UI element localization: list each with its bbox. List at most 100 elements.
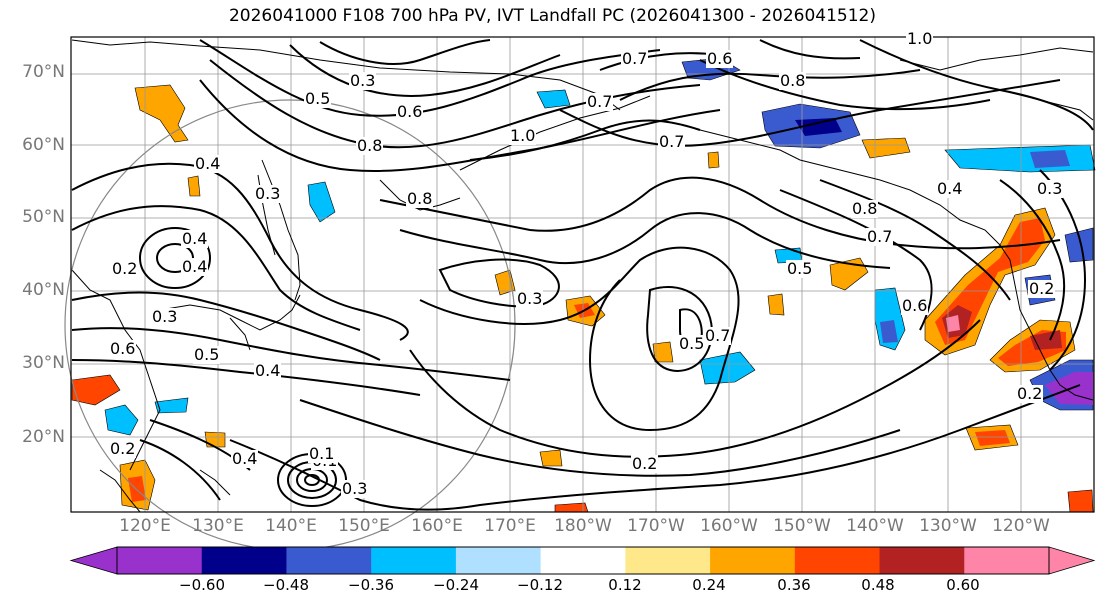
contour-label: 0.7 bbox=[866, 227, 894, 246]
colorbar-extend-high bbox=[1048, 546, 1096, 575]
anomaly-patch bbox=[71, 374, 121, 406]
lat-label-40: 40°N bbox=[22, 280, 65, 300]
contour-label: 1.0 bbox=[906, 29, 934, 48]
colorbar-segment bbox=[117, 547, 203, 574]
contour-label: 0.6 bbox=[109, 339, 137, 358]
colorbar-tick-label: 0.24 bbox=[692, 576, 726, 594]
contour-label: 0.4 bbox=[194, 154, 222, 173]
colorbar-segment bbox=[710, 547, 796, 574]
anomaly-patch bbox=[187, 175, 201, 197]
anomaly-patch bbox=[536, 89, 571, 109]
anomaly-patch bbox=[1030, 150, 1070, 168]
contour-label: 0.5 bbox=[678, 334, 706, 353]
colorbar-segment bbox=[625, 547, 711, 574]
anomaly-patch bbox=[128, 476, 146, 502]
anomaly-patch bbox=[204, 431, 226, 448]
colorbar-tick-label: −0.12 bbox=[517, 576, 563, 594]
colorbar-tick-label: 0.36 bbox=[777, 576, 811, 594]
anomaly-patch bbox=[1064, 227, 1094, 263]
colorbar-tick-label: 0.48 bbox=[861, 576, 895, 594]
contour-label: 0.2 bbox=[631, 454, 659, 473]
anomaly-patch bbox=[307, 181, 336, 223]
contour-label: 0.8 bbox=[851, 199, 879, 218]
colorbar-tick-label: −0.48 bbox=[263, 576, 309, 594]
contour-label: 0.2 bbox=[109, 439, 137, 458]
contour-label: 0.3 bbox=[151, 307, 179, 326]
colorbar-extend-low bbox=[69, 546, 118, 575]
anomaly-patch bbox=[861, 137, 911, 159]
contour-label: 0.8 bbox=[406, 189, 434, 208]
contour-label: 0.3 bbox=[254, 184, 282, 203]
colorbar-segment bbox=[540, 547, 626, 574]
contour-label: 0.7 bbox=[704, 326, 732, 345]
lat-label-50: 50°N bbox=[22, 207, 65, 227]
contour-label: 0.6 bbox=[396, 102, 424, 121]
colorbar-segment bbox=[371, 547, 457, 574]
colorbar-tick-label: −0.24 bbox=[433, 576, 479, 594]
anomaly-patch bbox=[767, 293, 785, 316]
anomaly-patch bbox=[652, 341, 674, 363]
colorbar-segment bbox=[794, 547, 881, 574]
lon-label-140w: 140°W bbox=[846, 516, 904, 536]
lon-label-120w: 120°W bbox=[992, 516, 1050, 536]
contour-label: 0.2 bbox=[1016, 384, 1044, 403]
colorbar-tick-label: 0.60 bbox=[946, 576, 980, 594]
lon-label-160e: 160°E bbox=[411, 516, 463, 536]
contour-label: 0.7 bbox=[586, 92, 614, 111]
lon-label-120e: 120°E bbox=[119, 516, 171, 536]
lon-label-160w: 160°W bbox=[700, 516, 758, 536]
contour-label: 0.3 bbox=[349, 71, 377, 90]
contour-label: 0.5 bbox=[304, 89, 332, 108]
anomaly-patch bbox=[795, 118, 842, 136]
contour-label: 0.3 bbox=[1036, 179, 1064, 198]
anomaly-patch bbox=[699, 351, 756, 385]
contour-label: 0.2 bbox=[111, 259, 139, 278]
contour-label: 0.5 bbox=[786, 259, 814, 278]
lon-label-130w: 130°W bbox=[919, 516, 977, 536]
lon-label-130e: 130°E bbox=[192, 516, 244, 536]
anomaly-patch bbox=[539, 449, 563, 467]
pv-anomaly-fills bbox=[71, 57, 1096, 513]
lon-label-140e: 140°E bbox=[265, 516, 317, 536]
anomaly-patch bbox=[134, 84, 189, 143]
anomaly-patch bbox=[707, 151, 720, 169]
contour-label: 0.1 bbox=[308, 444, 336, 463]
colorbar-segment bbox=[286, 547, 372, 574]
lon-label-150e: 150°E bbox=[338, 516, 390, 536]
anomaly-patch bbox=[946, 315, 960, 332]
colorbar-segment bbox=[879, 547, 965, 574]
contour-label: 0.3 bbox=[516, 289, 544, 308]
contour-label: 0.4 bbox=[231, 449, 259, 468]
contour-label: 0.7 bbox=[621, 49, 649, 68]
lat-label-30: 30°N bbox=[22, 353, 65, 373]
anomaly-patch bbox=[975, 430, 1010, 446]
lon-label-180w: 180°W bbox=[554, 516, 612, 536]
contour-label: 0.2 bbox=[1028, 279, 1056, 298]
colorbar-segment bbox=[455, 547, 542, 574]
contour-label: 0.8 bbox=[779, 71, 807, 90]
lon-label-170w: 170°W bbox=[627, 516, 685, 536]
anomaly-patch bbox=[880, 320, 898, 343]
contour-label: 0.4 bbox=[181, 257, 209, 276]
colorbar-segment bbox=[201, 547, 287, 574]
coastlines bbox=[71, 39, 1094, 513]
colorbar-segment bbox=[964, 547, 1050, 574]
colorbar-frame bbox=[116, 546, 1050, 575]
contour-label: 1.0 bbox=[509, 126, 537, 145]
contour-label: 0.4 bbox=[254, 361, 282, 380]
lat-label-60: 60°N bbox=[22, 135, 65, 155]
contour-label: 0.6 bbox=[706, 49, 734, 68]
contour-label: 0.4 bbox=[181, 229, 209, 248]
anomaly-patch bbox=[104, 404, 139, 436]
contour-label: 0.7 bbox=[658, 132, 686, 151]
colorbar bbox=[69, 546, 1096, 575]
contour-label: 0.6 bbox=[901, 296, 929, 315]
lon-label-170e: 170°E bbox=[484, 516, 536, 536]
contour-label: 0.4 bbox=[936, 179, 964, 198]
lat-label-20: 20°N bbox=[22, 427, 65, 447]
colorbar-tick-label: −0.36 bbox=[348, 576, 394, 594]
colorbar-tick-label: 0.12 bbox=[608, 576, 642, 594]
anomaly-patch bbox=[1067, 489, 1094, 513]
contour-label: 0.8 bbox=[356, 136, 384, 155]
